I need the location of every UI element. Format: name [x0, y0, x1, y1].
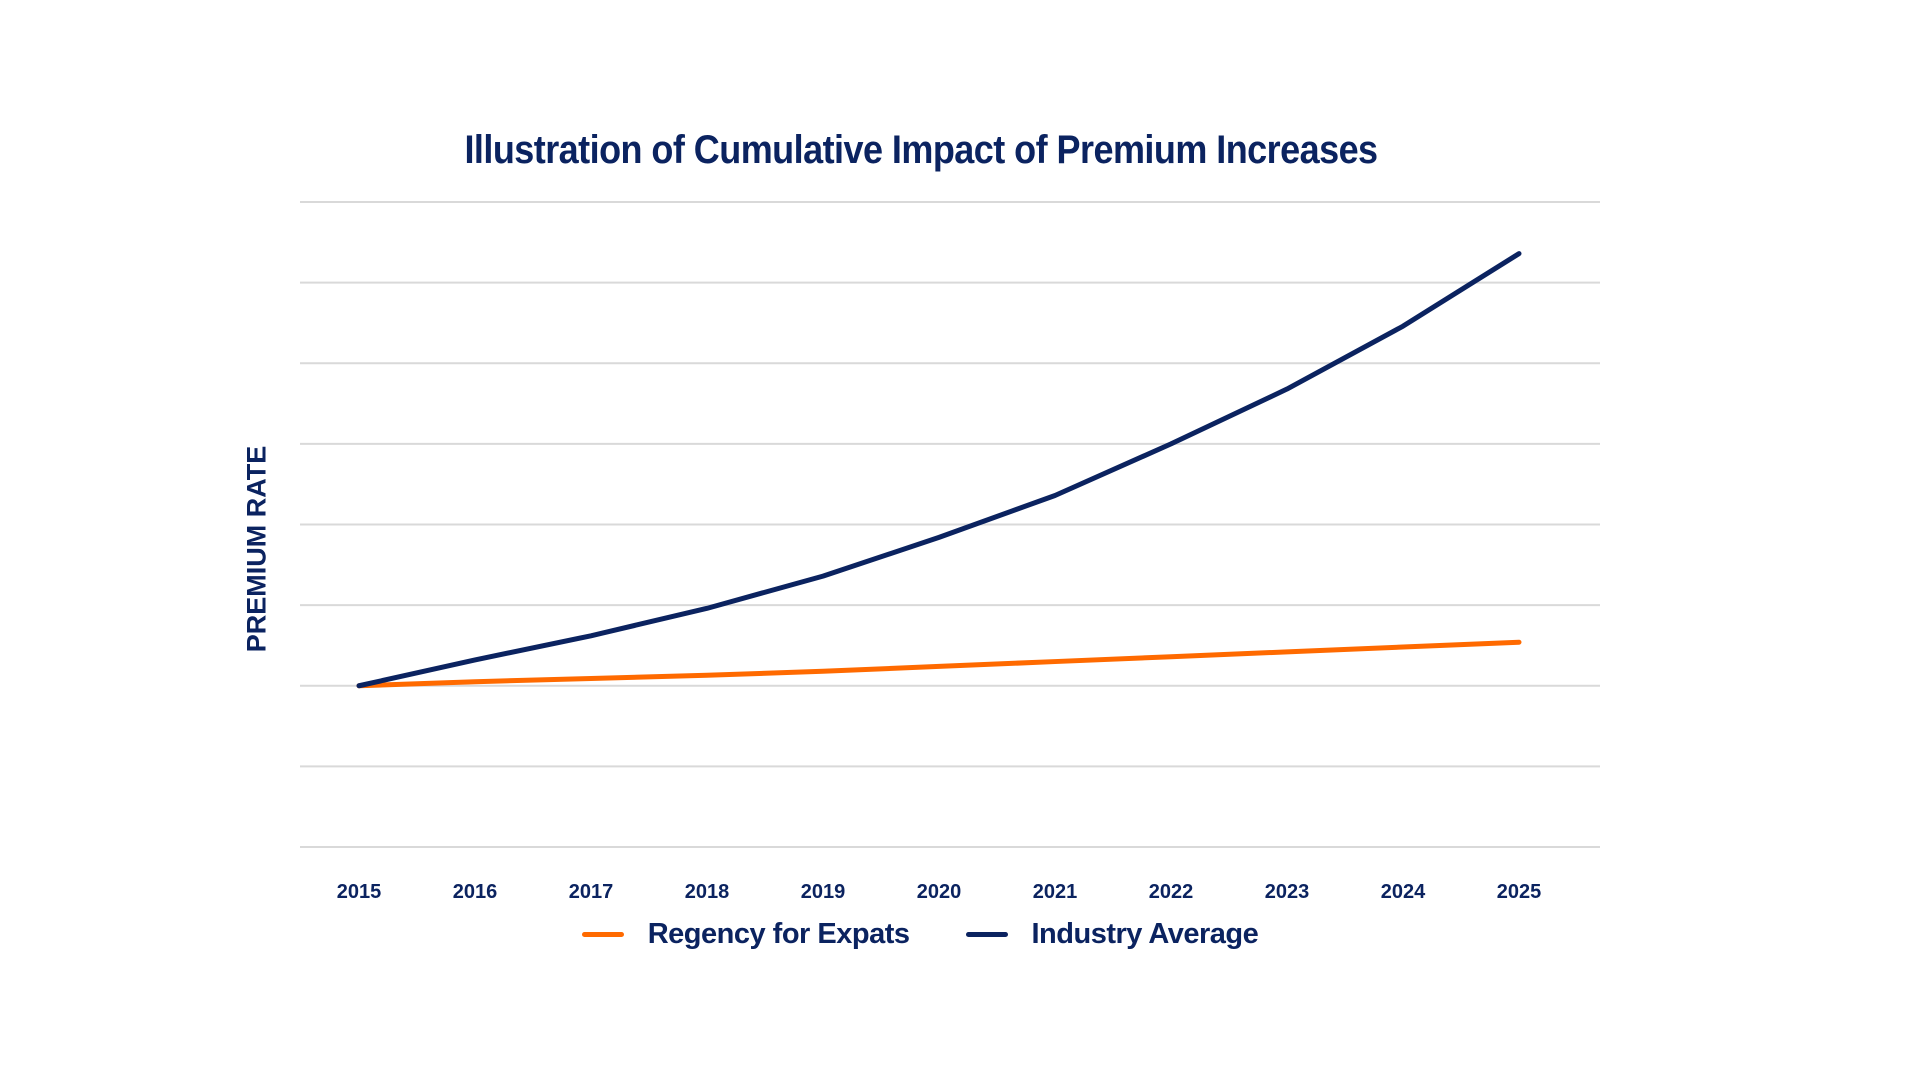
series-lines [356, 251, 1522, 689]
legend-swatch-regency [581, 932, 624, 937]
series-line-regency [356, 639, 1522, 689]
x-tick-label: 2024 [1381, 881, 1426, 903]
x-tick-label: 2020 [917, 881, 962, 903]
x-tick-label: 2025 [1497, 881, 1542, 903]
x-tick-label: 2015 [337, 881, 382, 903]
x-tick-label: 2017 [569, 881, 614, 903]
legend-item-regency: Regency for Expats [581, 918, 910, 951]
x-tick-label: 2022 [1149, 881, 1194, 903]
x-tick-label: 2016 [453, 881, 498, 903]
legend-swatch-industry [965, 932, 1008, 937]
chart-title: Illustration of Cumulative Impact of Pre… [464, 128, 1378, 172]
legend-item-industry: Industry Average [965, 918, 1259, 951]
series-line-industry [356, 251, 1522, 689]
legend-label-industry: Industry Average [1031, 918, 1259, 950]
x-axis-ticks: 2015 2016 2017 2018 2019 2020 2021 2022 2023 2024… [337, 881, 1542, 903]
legend: Regency for Expats Industry Average [0, 918, 1840, 951]
legend-label-regency: Regency for Expats [647, 918, 910, 950]
gridlines [300, 201, 1600, 848]
x-tick-label: 2021 [1033, 881, 1078, 903]
x-tick-label: 2019 [801, 881, 846, 903]
x-tick-label: 2018 [685, 881, 730, 903]
x-tick-label: 2023 [1265, 881, 1310, 903]
